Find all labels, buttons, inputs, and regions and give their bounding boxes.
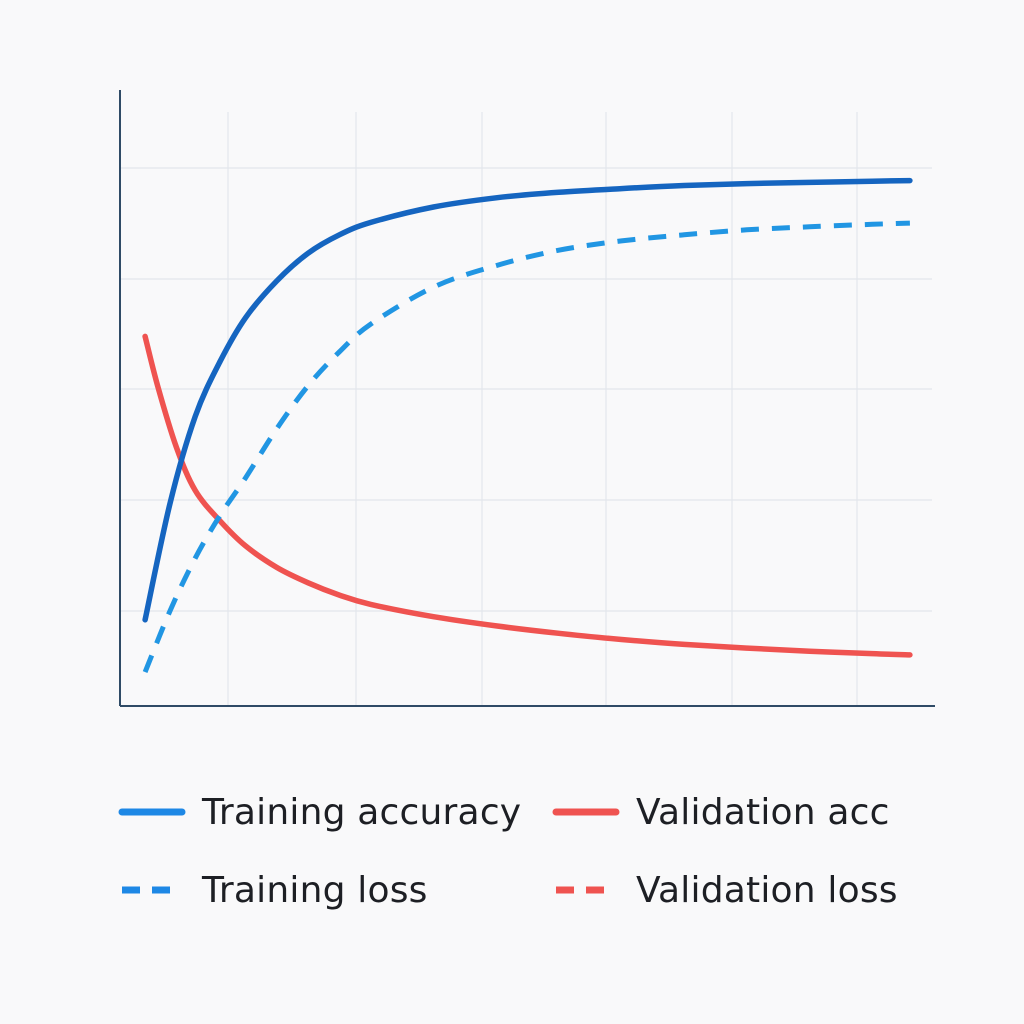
series-line-validation-acc xyxy=(142,333,913,658)
series-line-training-loss xyxy=(142,220,910,674)
legend: Training accuracy Validation acc Trainin… xyxy=(118,782,938,932)
legend-item-training-loss: Training loss xyxy=(118,860,428,920)
legend-label-training-accuracy: Training accuracy xyxy=(202,791,522,833)
series-line-training-accuracy xyxy=(142,177,913,623)
legend-label-validation-acc: Validation acc xyxy=(636,791,890,833)
legend-item-validation-loss: Validation loss xyxy=(552,860,898,920)
legend-swatch-training-accuracy xyxy=(118,808,186,816)
legend-item-validation-acc: Validation acc xyxy=(552,782,890,842)
legend-item-training-accuracy: Training accuracy xyxy=(118,782,521,842)
legend-label-validation-loss: Validation loss xyxy=(636,869,898,911)
legend-swatch-training-loss xyxy=(122,886,182,894)
legend-label-training-loss: Training loss xyxy=(202,869,428,911)
legend-swatch-validation-acc xyxy=(552,808,620,816)
legend-swatch-validation-loss xyxy=(556,886,616,894)
line-chart xyxy=(119,90,935,707)
